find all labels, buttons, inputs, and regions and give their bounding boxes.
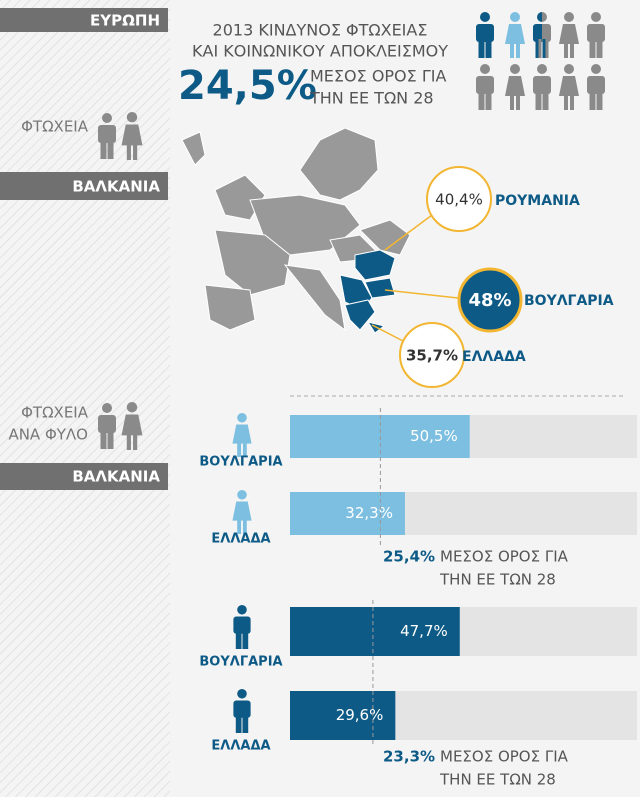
average-caption: ΤΗΝ ΕΕ ΤΩΝ 28 (309, 89, 434, 108)
average-caption: ΤΗΝ ΕΕ ΤΩΝ 28 (439, 571, 556, 589)
bar-label: 29,6% (336, 706, 384, 724)
country-label: ΒΟΥΛΓΑΡΙΑ (199, 455, 282, 470)
tag-label: ΒΑΛΚΑΝΙΑ (72, 468, 160, 486)
sidebar-pattern (0, 0, 170, 797)
average-value: 25,4% (383, 548, 435, 566)
average-caption: ΤΗΝ ΕΕ ΤΩΝ 28 (439, 771, 556, 789)
tag (0, 463, 168, 490)
bar (290, 492, 405, 535)
tag (0, 8, 168, 32)
callout-country: ΕΛΛΑΔΑ (462, 349, 526, 365)
bar (290, 691, 396, 740)
average: 24,5% (178, 63, 317, 109)
map (181, 127, 411, 334)
average-value: 23,3% (383, 748, 435, 766)
country-label: ΒΟΥΛΓΑΡΙΑ (199, 655, 282, 670)
callout-value: 40,4% (435, 191, 483, 209)
callout (399, 322, 465, 388)
country-label: ΕΛΛΑΔΑ (211, 739, 270, 754)
tag (0, 172, 168, 200)
bar (290, 415, 470, 458)
average-caption: ΜΕΣΟΣ ΟΡΟΣ ΓΙΑ (310, 67, 446, 86)
title: ΚΑΙ ΚΟΙΝΩΝΙΚΟΥ ΑΠΟΚΛΕΙΣΜΟΥ (192, 42, 448, 61)
connector (371, 324, 406, 343)
tag-label: ΒΑΛΚΑΝΙΑ (72, 178, 160, 196)
bar (290, 607, 460, 656)
connector (384, 214, 433, 251)
section-label: ΦΤΩΧΕΙΑ (21, 404, 89, 422)
callout-value: 48% (468, 290, 511, 311)
bar-label: 47,7% (400, 622, 448, 640)
callout (426, 166, 492, 232)
bar-label: 50,5% (410, 427, 458, 445)
callout-country: ΒΟΥΛΓΑΡΙΑ (524, 293, 614, 309)
callout (457, 267, 523, 333)
callout-value: 35,7% (406, 347, 458, 365)
connector (384, 289, 459, 299)
title: 2013 ΚΙΝΔΥΝΟΣ ΦΤΩΧΕΙΑΣ (213, 21, 428, 40)
average-caption: ΜΕΣΟΣ ΟΡΟΣ ΓΙΑ (440, 748, 569, 766)
callout-country: ΡΟΥΜΑΝΙΑ (495, 193, 580, 209)
section-label: ΑΝΑ ΦΥΛΟ (8, 426, 88, 444)
section-label: ΦΤΩΧΕΙΑ (21, 118, 89, 136)
country-label: ΕΛΛΑΔΑ (211, 532, 270, 547)
bar-label: 32,3% (345, 504, 393, 522)
average-caption: ΜΕΣΟΣ ΟΡΟΣ ΓΙΑ (440, 548, 569, 566)
tag-label: ΕΥΡΩΠΗ (90, 12, 160, 30)
